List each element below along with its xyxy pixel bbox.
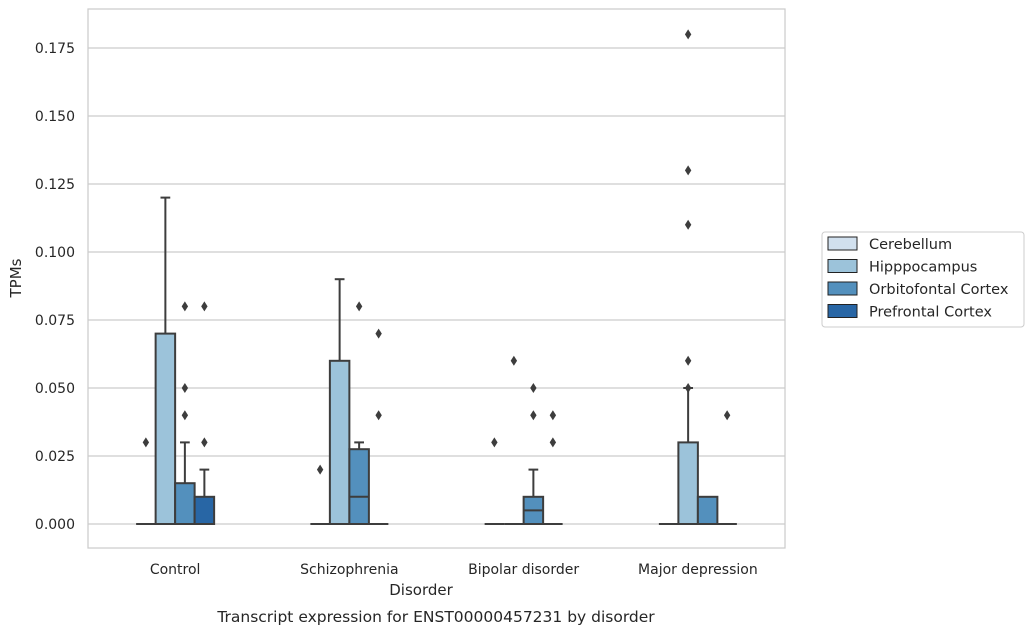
box-prefrontal-cortex bbox=[717, 410, 737, 525]
box-orbitofontal-cortex bbox=[174, 301, 196, 526]
outlier-point bbox=[375, 328, 382, 339]
outlier-point bbox=[142, 437, 150, 448]
outlier-point bbox=[549, 410, 557, 421]
box-orbitofontal-cortex bbox=[348, 301, 370, 526]
x-axis-label: Disorder bbox=[389, 581, 453, 599]
plot-frame bbox=[87, 8, 786, 549]
legend: Cerebellum Hipppocampus Orbitofontal Corte… bbox=[821, 231, 1025, 328]
box-body bbox=[193, 495, 216, 525]
outlier-point bbox=[201, 437, 208, 448]
x-tick-label: Bipolar disorder bbox=[468, 562, 579, 578]
outlier-point bbox=[316, 464, 324, 475]
y-tick-label: 0.075 bbox=[35, 313, 75, 329]
outlier-point bbox=[181, 410, 189, 421]
box-body bbox=[677, 441, 699, 525]
box-prefrontal-cortex bbox=[368, 328, 389, 525]
y-tick-label: 0.050 bbox=[35, 381, 75, 397]
box-body bbox=[348, 448, 370, 526]
outlier-point bbox=[723, 410, 731, 421]
outlier-point bbox=[684, 355, 692, 366]
outlier-point bbox=[181, 383, 189, 393]
box-body bbox=[154, 332, 177, 525]
y-tick-label: 0.025 bbox=[35, 449, 75, 465]
x-tick-label: Schizophrenia bbox=[300, 562, 398, 578]
outlier-point bbox=[549, 437, 557, 448]
outlier-point bbox=[684, 383, 692, 393]
box-cerebellum bbox=[136, 437, 156, 525]
legend-label: Hipppocampus bbox=[869, 260, 977, 276]
outlier-point bbox=[684, 165, 692, 176]
outlier-point bbox=[684, 29, 692, 40]
legend-frame bbox=[821, 231, 1025, 328]
outlier-point bbox=[510, 355, 518, 366]
box-hipppocampus bbox=[154, 196, 177, 525]
outlier-point bbox=[684, 219, 692, 230]
box-prefrontal-cortex bbox=[543, 410, 563, 525]
box-hipppocampus bbox=[677, 29, 699, 525]
outlier-point bbox=[491, 437, 498, 448]
chart-title: Transcript expression for ENST0000045723… bbox=[216, 608, 655, 626]
y-tick-label: 0.150 bbox=[35, 109, 75, 125]
y-tick-label: 0.125 bbox=[35, 177, 75, 193]
box-body bbox=[696, 495, 719, 525]
box-body bbox=[328, 359, 351, 525]
legend-swatch bbox=[827, 236, 858, 251]
outlier-point bbox=[201, 301, 208, 312]
x-tick-label: Major depression bbox=[638, 562, 758, 578]
legend-swatch bbox=[827, 281, 858, 296]
y-axis-ticks: 0.000 0.025 0.050 0.075 0.100 0.125 0.150 0.175 bbox=[35, 41, 75, 533]
legend-label: Orbitofontal Cortex bbox=[869, 282, 1009, 298]
y-tick-label: 0.175 bbox=[35, 41, 75, 57]
box-hipppocampus bbox=[328, 278, 351, 525]
box-cerebellum bbox=[310, 464, 330, 525]
outlier-point bbox=[530, 410, 537, 421]
outlier-point bbox=[530, 383, 537, 393]
outlier-point bbox=[355, 301, 363, 312]
y-tick-label: 0.100 bbox=[35, 245, 75, 261]
box-orbitofontal-cortex bbox=[522, 383, 545, 525]
box-hipppocampus bbox=[504, 355, 524, 525]
legend-label: Prefrontal Cortex bbox=[869, 305, 992, 321]
legend-swatch bbox=[827, 259, 858, 273]
legend-swatch bbox=[827, 304, 858, 318]
outlier-point bbox=[375, 410, 382, 421]
box-cerebellum bbox=[484, 437, 505, 525]
box-orbitofontal-cortex bbox=[696, 495, 719, 525]
box-marks bbox=[136, 29, 737, 526]
y-tick-label: 0.000 bbox=[35, 517, 75, 533]
outlier-point bbox=[181, 301, 189, 312]
x-tick-label: Control bbox=[150, 562, 201, 578]
grid-lines bbox=[88, 47, 785, 525]
y-axis-label: TPMs bbox=[7, 258, 25, 298]
box-prefrontal-cortex bbox=[193, 301, 216, 525]
x-axis-ticks: Control Schizophrenia Bipolar disorder Majo… bbox=[150, 562, 758, 578]
legend-label: Cerebellum bbox=[869, 237, 952, 253]
box-body bbox=[174, 482, 196, 526]
